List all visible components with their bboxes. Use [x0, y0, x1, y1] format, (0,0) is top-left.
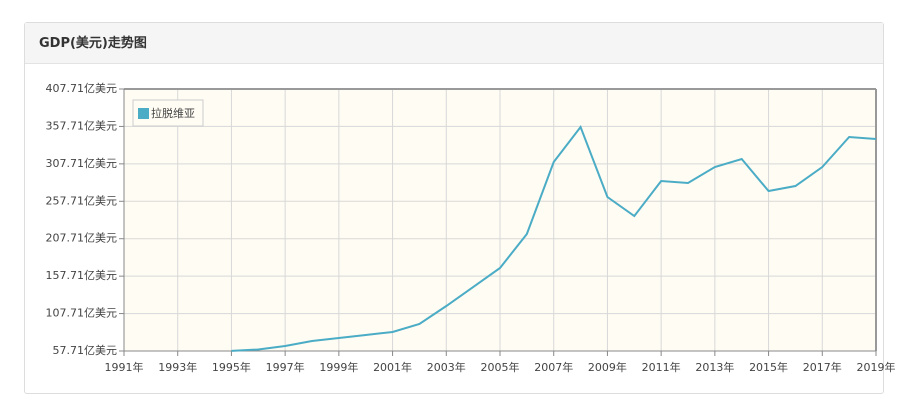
y-tick-label: 57.71亿美元 — [53, 344, 118, 357]
y-tick-label: 257.71亿美元 — [46, 194, 118, 207]
y-tick-label: 157.71亿美元 — [46, 269, 118, 282]
legend-swatch — [138, 108, 149, 119]
panel-title: GDP(美元)走势图 — [25, 23, 883, 64]
x-tick-label: 1999年 — [319, 360, 358, 374]
y-tick-label: 307.71亿美元 — [46, 157, 118, 170]
line — [231, 125, 877, 352]
x-tick-label: 1993年 — [158, 360, 197, 374]
y-tick-label: 407.71亿美元 — [46, 82, 118, 95]
y-tick-label: 107.71亿美元 — [46, 307, 118, 320]
x-tick-label: 2017年 — [803, 360, 842, 374]
legend-label: 拉脱维亚 — [151, 106, 195, 120]
x-tick-label: 2003年 — [427, 360, 466, 374]
y-tick-label: 357.71亿美元 — [46, 119, 118, 132]
x-tick-label: 1995年 — [212, 360, 251, 374]
x-tick-label: 2019年 — [857, 360, 896, 374]
x-tick-label: 2005年 — [481, 360, 520, 374]
x-tick-label: 2001年 — [373, 360, 412, 374]
x-tick-label: 2013年 — [695, 360, 734, 374]
y-tick-label: 207.71亿美元 — [46, 232, 118, 245]
x-tick-label: 2011年 — [642, 360, 681, 374]
x-tick-label: 2009年 — [588, 360, 627, 374]
x-tick-label: 2007年 — [534, 360, 573, 374]
x-tick-label: 2015年 — [749, 360, 788, 374]
x-tick-label: 1997年 — [266, 360, 305, 374]
x-tick-label: 1991年 — [105, 360, 144, 374]
